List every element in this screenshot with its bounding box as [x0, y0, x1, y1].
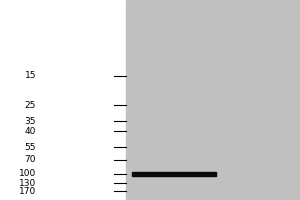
Text: 70: 70	[25, 156, 36, 164]
Text: 130: 130	[19, 178, 36, 188]
Text: 35: 35	[25, 116, 36, 126]
Text: 15: 15	[25, 72, 36, 80]
Text: 100: 100	[19, 170, 36, 178]
Bar	[126, 0, 300, 200]
Text: 40: 40	[25, 127, 36, 136]
Text: 170: 170	[19, 186, 36, 196]
Bar	[132, 172, 216, 176]
Text: 25: 25	[25, 100, 36, 110]
Text: 55: 55	[25, 142, 36, 152]
